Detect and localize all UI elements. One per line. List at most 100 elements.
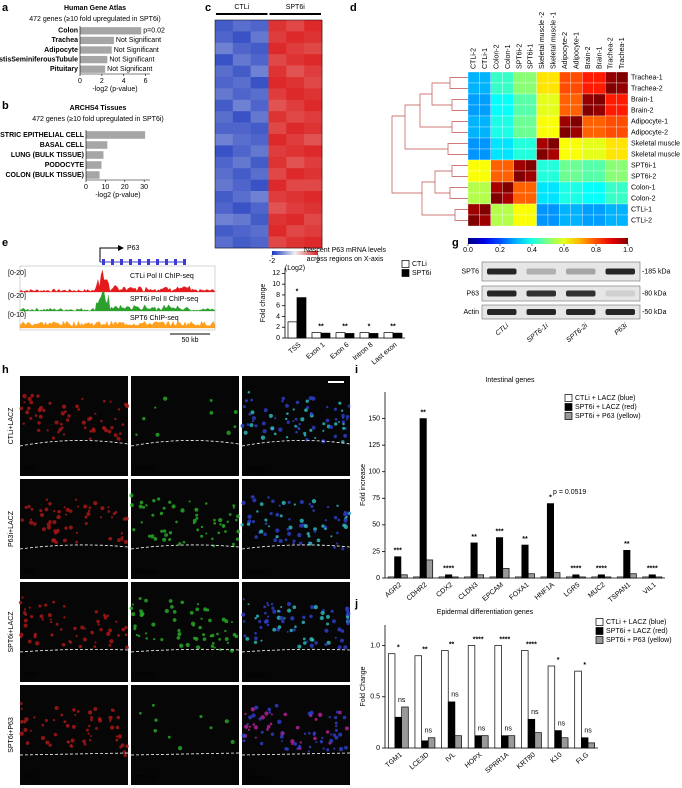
correlation-cell — [604, 82, 617, 95]
cell-nucleus — [259, 625, 263, 629]
cell-nucleus — [56, 529, 60, 533]
cell-nucleus — [247, 514, 252, 519]
heatmap-cell — [232, 65, 251, 78]
heatmap-cell — [286, 236, 305, 249]
cell-nucleus — [90, 716, 93, 719]
heatmap-cell — [304, 145, 323, 158]
lane-label: SPT6-1i — [526, 322, 550, 344]
cell-nucleus — [99, 516, 103, 519]
cell-nucleus — [59, 422, 63, 426]
cell-nucleus — [306, 640, 309, 643]
correlation-cell — [524, 82, 537, 95]
cell-nucleus — [190, 621, 196, 626]
cell-nucleus — [344, 726, 349, 731]
correlation-cell — [582, 71, 594, 84]
cell-nucleus — [308, 745, 312, 749]
heatmap-cell — [250, 54, 269, 66]
bar — [394, 556, 402, 579]
cell-nucleus — [48, 502, 52, 506]
cell-nucleus — [46, 525, 51, 530]
cell-nucleus — [279, 514, 283, 518]
channel-label: P63 — [24, 775, 37, 782]
cell-nucleus — [295, 400, 300, 405]
correlation-cell — [593, 93, 606, 106]
correlation-cell — [467, 104, 480, 117]
heatmap-cell — [250, 65, 269, 78]
heatmap-cell — [286, 65, 305, 78]
cell-nucleus — [336, 531, 339, 535]
cell-nucleus — [275, 512, 280, 517]
correlation-cell — [582, 181, 594, 194]
cell-nucleus — [290, 739, 295, 744]
colorbar-tick-label: 0.2 — [495, 247, 505, 254]
y-tick-label: 50 — [372, 522, 380, 529]
exon — [138, 259, 141, 265]
cell-nucleus — [116, 715, 121, 720]
cell-nucleus — [89, 429, 93, 433]
heatmap-cell — [215, 99, 234, 112]
cell-nucleus — [104, 428, 108, 433]
condition-label: SPT6i+LACZ — [8, 611, 15, 653]
y-axis-label: Fold change — [260, 284, 267, 323]
column-label: Brain-1 — [596, 46, 603, 69]
bar — [467, 645, 476, 749]
cell-nucleus — [309, 614, 313, 619]
cell-nucleus — [324, 519, 328, 522]
correlation-cell — [559, 82, 572, 95]
cell-nucleus — [259, 741, 264, 746]
cell-nucleus — [27, 504, 31, 509]
cell-nucleus — [243, 634, 247, 638]
correlation-cell — [593, 214, 606, 227]
cell-nucleus — [54, 705, 59, 711]
cell-nucleus — [37, 428, 41, 433]
row-label: Adipocyte-1 — [631, 118, 668, 125]
heatmap-cell — [268, 88, 287, 101]
correlation-cell — [593, 159, 606, 172]
cell-nucleus — [108, 536, 113, 541]
cell-nucleus — [177, 628, 181, 633]
blot-background — [481, 304, 641, 320]
correlation-cell — [604, 115, 617, 128]
correlation-cell — [559, 104, 572, 117]
correlation-cell — [467, 115, 480, 128]
correlation-cell — [490, 82, 503, 95]
correlation-cell — [570, 214, 583, 227]
cell-nucleus — [295, 430, 298, 434]
cell-nucleus — [27, 639, 32, 644]
heatmap-cell — [304, 225, 323, 237]
cell-nucleus — [297, 532, 302, 538]
heatmap-cell — [304, 111, 323, 123]
cell-nucleus — [343, 645, 348, 650]
heatmap-cell — [215, 191, 234, 203]
cell-nucleus — [20, 518, 24, 522]
correlation-cell — [467, 137, 480, 150]
significance: ** — [420, 409, 426, 416]
blot-band — [605, 268, 635, 275]
bar — [427, 737, 436, 749]
correlation-cell — [547, 159, 560, 172]
micrograph — [20, 376, 128, 476]
cell-nucleus — [60, 426, 64, 429]
correlation-cell — [559, 192, 572, 205]
correlation-cell — [547, 126, 560, 139]
correlation-cell — [490, 71, 503, 84]
cell-nucleus — [314, 641, 318, 645]
cell-nucleus — [258, 717, 262, 721]
cell-nucleus — [266, 728, 269, 731]
channel-label: P63 — [24, 466, 37, 473]
correlation-cell — [490, 93, 503, 106]
cell-nucleus — [209, 726, 213, 730]
blot-band — [605, 290, 635, 297]
correlation-cell — [570, 203, 583, 216]
correlation-cell — [467, 71, 480, 84]
cell-nucleus — [280, 605, 283, 609]
cell-nucleus — [94, 641, 97, 644]
cell-nucleus — [234, 634, 239, 639]
heatmap-cell — [268, 156, 287, 169]
cell-nucleus — [284, 747, 288, 751]
colorbar-tick-label: 0.4 — [527, 247, 537, 254]
y-tick-label: 1.0 — [370, 642, 380, 649]
heatmap-cell — [268, 236, 287, 249]
correlation-cell — [616, 93, 629, 106]
panel-title: Human Gene Atlas — [64, 5, 126, 12]
